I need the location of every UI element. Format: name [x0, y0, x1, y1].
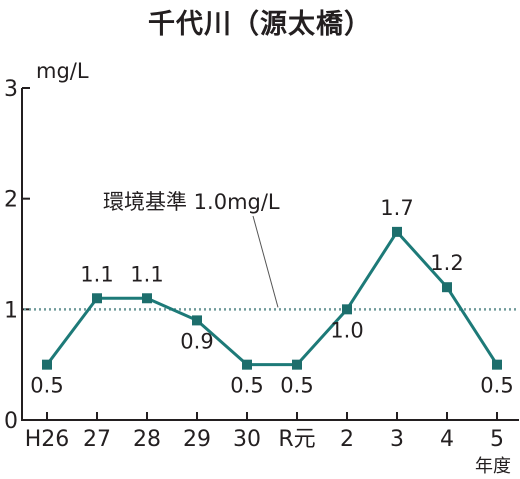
data-label: 0.5	[230, 374, 263, 398]
x-axis-unit-label: 年度	[475, 456, 511, 477]
y-tick-label: 1	[4, 298, 18, 323]
x-tick-label: 5	[490, 427, 504, 452]
y-tick-label: 3	[4, 77, 18, 102]
x-tick-label: 2	[340, 427, 354, 452]
x-tick-label: 30	[233, 427, 261, 452]
data-point	[142, 293, 152, 304]
x-tick-label: 4	[440, 427, 454, 452]
data-point	[392, 226, 402, 237]
data-label: 0.5	[30, 374, 63, 398]
chart-title: 千代川（源太橋）	[148, 9, 372, 40]
data-label: 1.1	[80, 262, 113, 286]
reference-line-group: 環境基準 1.0mg/L	[24, 190, 519, 311]
data-point	[92, 293, 102, 304]
data-point	[442, 282, 452, 293]
data-label: 0.5	[480, 374, 513, 398]
data-label: 0.9	[180, 329, 213, 353]
unit-label: mg/L	[36, 59, 89, 83]
x-tick-label: 27	[83, 427, 111, 452]
x-tick-label: 28	[133, 427, 161, 452]
data-label: 1.2	[430, 251, 463, 275]
data-label: 0.5	[280, 374, 313, 398]
x-tick-label: H26	[25, 427, 70, 452]
reference-label: 環境基準 1.0mg/L	[103, 190, 280, 214]
axes: 0 1 2 3 mg/L H26 27 28 29 30 R元 2 3 4 5 年度	[4, 59, 519, 477]
y-tick-label: 0	[4, 409, 18, 434]
data-point	[192, 315, 202, 326]
labels-group: 0.5 1.1 1.1 0.9 0.5 0.5 1.0 1.7 1.2 0.5	[30, 196, 513, 398]
data-point	[292, 359, 302, 370]
x-tick-label: R元	[278, 427, 315, 452]
series-group	[42, 226, 502, 370]
x-tick-label: 29	[183, 427, 211, 452]
data-label: 1.7	[380, 196, 413, 220]
data-point	[342, 304, 352, 315]
data-point	[492, 359, 502, 370]
y-tick-label: 2	[4, 188, 18, 213]
x-tick-label: 3	[390, 427, 404, 452]
reference-leader-line	[252, 215, 279, 308]
data-label: 1.0	[330, 318, 363, 342]
data-label: 1.1	[130, 262, 163, 286]
data-point	[242, 359, 252, 370]
series-line	[45, 230, 499, 367]
data-point	[42, 359, 52, 370]
